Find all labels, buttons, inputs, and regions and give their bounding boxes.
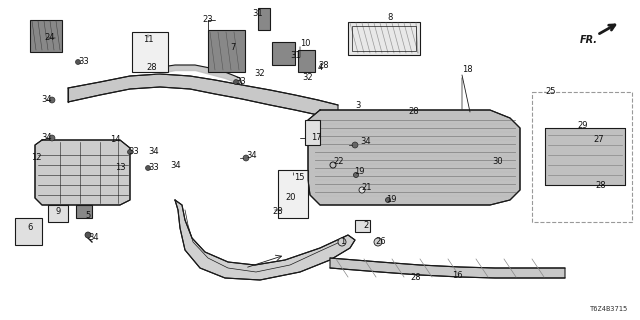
Text: 18: 18 <box>462 66 472 75</box>
Text: 21: 21 <box>361 183 371 193</box>
Text: 19: 19 <box>354 167 365 177</box>
Text: 24: 24 <box>45 34 55 43</box>
Text: 28: 28 <box>147 63 157 73</box>
Circle shape <box>85 232 91 238</box>
Text: 13: 13 <box>115 164 125 172</box>
Text: 9: 9 <box>56 207 61 217</box>
Text: 12: 12 <box>31 154 42 163</box>
Circle shape <box>49 97 55 103</box>
Text: 20: 20 <box>285 194 296 203</box>
Circle shape <box>352 142 358 148</box>
Text: 32: 32 <box>255 69 266 78</box>
Text: 28: 28 <box>318 60 328 69</box>
Text: 28: 28 <box>408 108 419 116</box>
Text: 28: 28 <box>410 274 420 283</box>
Text: 6: 6 <box>28 223 33 233</box>
Polygon shape <box>175 200 355 280</box>
Text: 33: 33 <box>78 58 89 67</box>
Text: 28: 28 <box>272 207 283 217</box>
Text: 32: 32 <box>302 74 312 83</box>
Text: 5: 5 <box>85 211 91 220</box>
Circle shape <box>76 60 81 65</box>
Polygon shape <box>308 110 520 205</box>
Text: 34: 34 <box>170 161 180 170</box>
Circle shape <box>359 187 365 193</box>
Polygon shape <box>30 20 62 52</box>
Circle shape <box>353 172 358 178</box>
Circle shape <box>127 149 132 155</box>
Polygon shape <box>48 205 68 222</box>
Text: 26: 26 <box>375 237 386 246</box>
Polygon shape <box>272 42 295 65</box>
Text: 2: 2 <box>363 220 368 229</box>
Text: 7: 7 <box>230 44 236 52</box>
Circle shape <box>338 238 346 246</box>
Text: 29: 29 <box>577 121 588 130</box>
Text: 11: 11 <box>143 36 153 44</box>
Text: 33: 33 <box>235 77 246 86</box>
Text: 27: 27 <box>593 135 604 145</box>
Text: 33: 33 <box>128 148 139 156</box>
Polygon shape <box>305 120 320 145</box>
Text: 16: 16 <box>452 270 463 279</box>
Text: 14: 14 <box>110 135 120 145</box>
Text: 17: 17 <box>312 133 322 142</box>
Text: 34: 34 <box>88 234 99 243</box>
Polygon shape <box>208 30 245 72</box>
Text: 31: 31 <box>290 51 301 60</box>
Text: 8: 8 <box>387 13 393 22</box>
Polygon shape <box>132 32 168 72</box>
Text: 34: 34 <box>42 95 52 105</box>
Text: 33: 33 <box>148 164 159 172</box>
Polygon shape <box>76 205 92 218</box>
Circle shape <box>243 155 249 161</box>
Text: FR.: FR. <box>580 35 598 45</box>
Polygon shape <box>348 22 420 55</box>
Circle shape <box>49 135 55 141</box>
Polygon shape <box>330 258 565 278</box>
Text: 34: 34 <box>360 138 371 147</box>
Polygon shape <box>15 218 42 245</box>
Polygon shape <box>258 8 270 30</box>
Polygon shape <box>278 170 308 218</box>
Polygon shape <box>545 128 625 185</box>
Text: 3: 3 <box>355 100 360 109</box>
Text: 34: 34 <box>42 133 52 142</box>
Text: 31: 31 <box>253 10 263 19</box>
Text: 30: 30 <box>492 157 502 166</box>
Text: 25: 25 <box>545 87 556 97</box>
Text: 34: 34 <box>148 148 159 156</box>
Circle shape <box>374 238 382 246</box>
Text: 4: 4 <box>318 63 323 73</box>
Polygon shape <box>35 140 130 205</box>
Polygon shape <box>298 50 315 72</box>
Polygon shape <box>68 74 338 120</box>
Text: 1: 1 <box>340 237 345 246</box>
Text: 22: 22 <box>333 157 344 166</box>
Circle shape <box>145 165 150 171</box>
Circle shape <box>234 79 239 84</box>
Text: 19: 19 <box>386 196 397 204</box>
Text: 28: 28 <box>595 180 605 189</box>
Text: 10: 10 <box>300 38 310 47</box>
Text: T6Z4B3715: T6Z4B3715 <box>589 306 628 312</box>
Text: 15: 15 <box>294 173 305 182</box>
Polygon shape <box>355 220 370 232</box>
Text: 34: 34 <box>246 150 257 159</box>
Circle shape <box>385 197 390 203</box>
Text: 23: 23 <box>203 15 213 25</box>
